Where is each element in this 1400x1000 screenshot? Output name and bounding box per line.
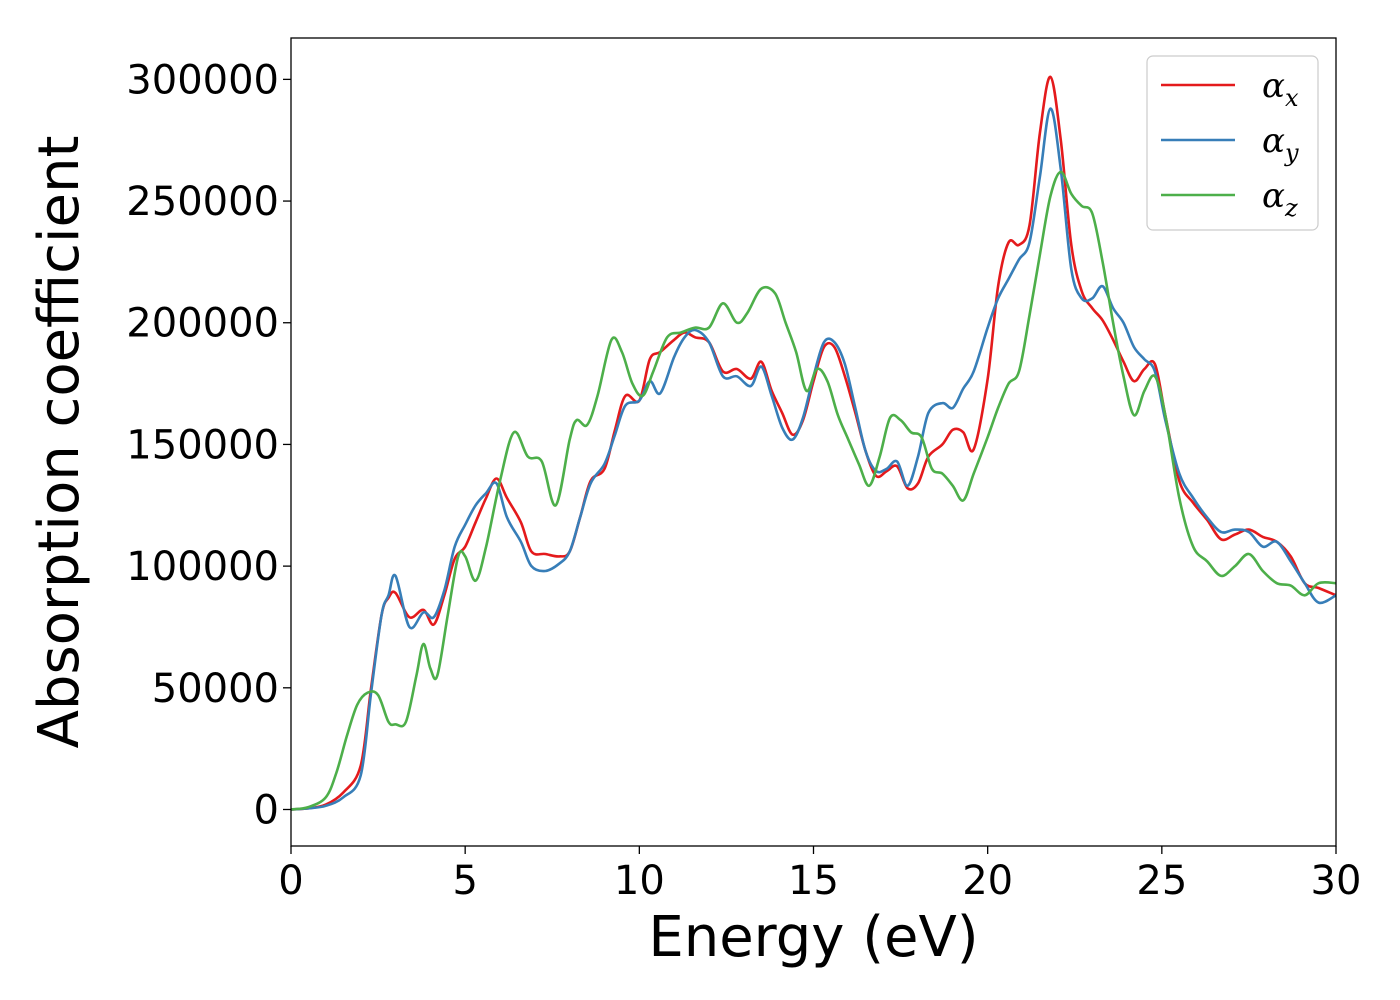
y-tick-label: 200000 xyxy=(126,301,279,347)
series-line-y xyxy=(290,107,1337,811)
y-axis-ticks: 0 50000 100000 150000 200000 250000 300000 xyxy=(126,57,291,833)
series-line-z xyxy=(290,170,1337,811)
y-tick-label: 300000 xyxy=(126,57,279,103)
x-tick-label: 20 xyxy=(962,858,1013,904)
x-tick-label: 25 xyxy=(1136,858,1187,904)
y-axis-title: Absorption coefficient xyxy=(27,136,92,749)
legend-label-y: αy xyxy=(1262,121,1299,167)
x-tick-label: 10 xyxy=(614,858,665,904)
x-tick-label: 5 xyxy=(452,858,477,904)
x-axis-ticks: 0 5 10 15 20 25 30 xyxy=(278,846,1361,904)
x-axis-title: Energy (eV) xyxy=(648,905,978,970)
y-tick-label: 50000 xyxy=(152,666,279,712)
x-tick-label: 30 xyxy=(1311,858,1362,904)
y-tick-label: 150000 xyxy=(126,422,279,468)
legend-label-x: αx xyxy=(1262,66,1299,112)
legend-label-z: αz xyxy=(1262,176,1298,222)
y-tick-label: 100000 xyxy=(126,544,279,590)
series-line-x xyxy=(290,75,1337,811)
series-layer xyxy=(290,75,1337,811)
legend: αx αy αz xyxy=(1146,55,1319,231)
y-tick-label: 250000 xyxy=(126,179,279,225)
legend-box xyxy=(1146,55,1319,231)
x-tick-label: 0 xyxy=(278,858,303,904)
y-tick-label: 0 xyxy=(254,787,279,833)
x-tick-label: 15 xyxy=(788,858,839,904)
